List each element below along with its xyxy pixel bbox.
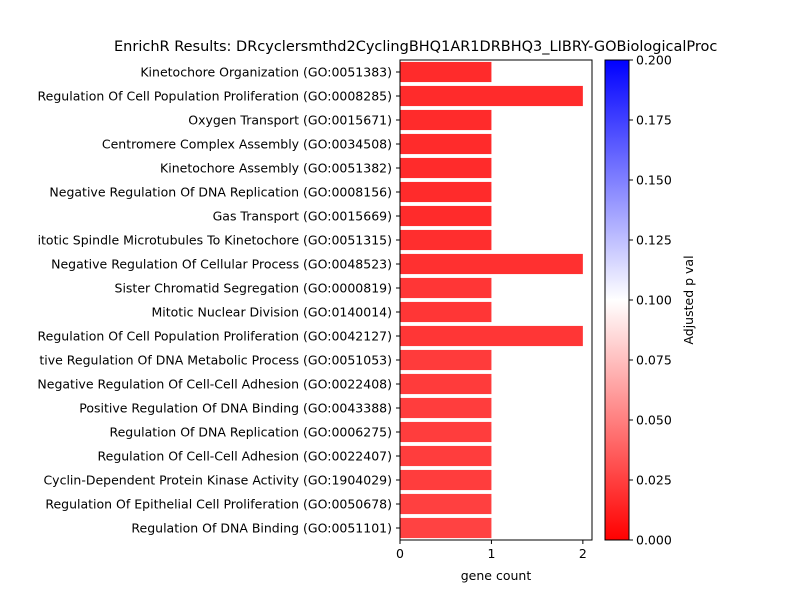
bar [400, 325, 583, 347]
bar [400, 493, 492, 515]
colorbar-tick-label: 0.025 [636, 473, 672, 488]
bar [400, 85, 583, 107]
colorbar-tick-label: 0.075 [636, 353, 672, 368]
bar [400, 253, 583, 275]
x-tick-label: 0 [396, 546, 404, 561]
bar [400, 421, 492, 443]
x-tick-label: 2 [579, 546, 587, 561]
bar [400, 517, 492, 539]
category-label: tive Regulation Of DNA Metabolic Process… [39, 353, 392, 368]
bar [400, 277, 492, 299]
category-labels: Kinetochore Organization (GO:0051383) Reg… [37, 65, 400, 536]
category-label: Positive Regulation Of DNA Binding (GO:0… [79, 401, 392, 416]
bar [400, 397, 492, 419]
bar [400, 133, 492, 155]
bars-layer [400, 61, 583, 539]
colorbar-tick-label: 0.200 [636, 53, 672, 68]
bar [400, 373, 492, 395]
colorbar-tick-label: 0.125 [636, 233, 672, 248]
bar [400, 157, 492, 179]
colorbar-label: Adjusted p val [681, 255, 696, 344]
bar [400, 109, 492, 131]
category-label: Kinetochore Organization (GO:0051383) [140, 65, 392, 80]
bar [400, 181, 492, 203]
x-tick-label: 1 [487, 546, 495, 561]
colorbar [604, 59, 630, 541]
x-axis-ticks: 0 1 2 [396, 540, 587, 561]
category-label: Negative Regulation Of Cellular Process … [51, 257, 392, 272]
colorbar-tick-label: 0.050 [636, 413, 672, 428]
category-label: Regulation Of DNA Replication (GO:000627… [109, 425, 392, 440]
category-label: Regulation Of Cell Population Proliferat… [38, 329, 392, 344]
category-label: itotic Spindle Microtubules To Kinetocho… [38, 233, 392, 248]
category-label: Mitotic Nuclear Division (GO:0140014) [151, 305, 392, 320]
bar [400, 229, 492, 251]
category-label: Kinetochore Assembly (GO:0051382) [160, 161, 392, 176]
chart-title: EnrichR Results: DRcyclersmthd2CyclingBH… [114, 39, 717, 55]
category-label: Regulation Of Cell-Cell Adhesion (GO:002… [98, 449, 393, 464]
category-label: Regulation Of DNA Binding (GO:0051101) [131, 521, 392, 536]
category-label: Negative Regulation Of DNA Replication (… [49, 185, 392, 200]
x-axis-label: gene count [461, 568, 532, 583]
category-label: Cyclin-Dependent Protein Kinase Activity… [43, 473, 392, 488]
colorbar-tick-label: 0.175 [636, 113, 672, 128]
category-label: Centromere Complex Assembly (GO:0034508) [102, 137, 392, 152]
bar [400, 61, 492, 83]
category-label: Negative Regulation Of Cell-Cell Adhesio… [37, 377, 392, 392]
colorbar-ticks: 0.000 0.025 0.050 0.075 0.100 0.125 0.150 0.175… [629, 53, 672, 548]
plot-frame [399, 59, 593, 541]
colorbar-tick-label: 0.150 [636, 173, 672, 188]
bar [400, 205, 492, 227]
colorbar-tick-label: 0.100 [636, 293, 672, 308]
bar [400, 301, 492, 323]
category-label: Sister Chromatid Segregation (GO:0000819… [115, 281, 392, 296]
colorbar-tick-label: 0.000 [636, 533, 672, 548]
category-label: Oxygen Transport (GO:0015671) [188, 113, 392, 128]
category-label: Regulation Of Epithelial Cell Proliferat… [45, 497, 392, 512]
bar [400, 445, 492, 467]
bar [400, 349, 492, 371]
category-label: Regulation Of Cell Population Proliferat… [38, 89, 392, 104]
bar [400, 469, 492, 491]
category-label: Gas Transport (GO:0015669) [213, 209, 392, 224]
